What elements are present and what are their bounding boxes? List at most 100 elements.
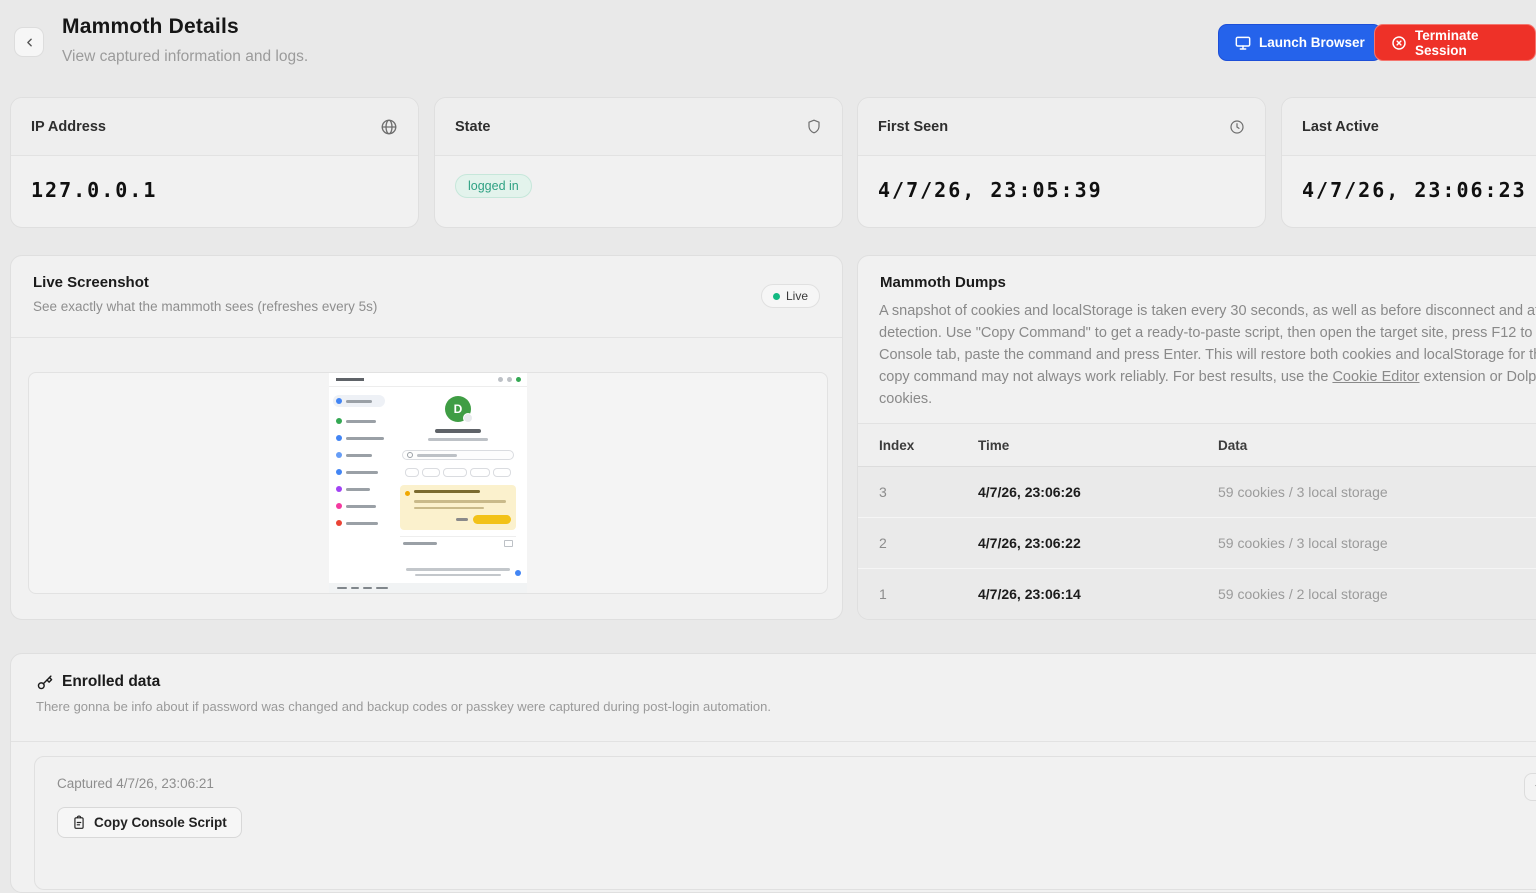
monitor-icon [1235, 35, 1251, 51]
mini-sidebar-item [336, 469, 385, 475]
live-screenshot-subtitle: See exactly what the mammoth sees (refre… [33, 299, 378, 314]
description-text: extension or Dolphin Brow [1423, 369, 1536, 385]
mini-logo [336, 378, 364, 381]
cell-data: 59 cookies / 3 local storage [1218, 484, 1388, 500]
cell-time: 4/7/26, 23:06:22 [978, 535, 1081, 551]
mini-help-icon [515, 570, 521, 576]
globe-icon [380, 118, 398, 136]
state-card-header: State [435, 98, 842, 156]
mini-sidebar-item [336, 503, 385, 509]
divider [11, 337, 842, 338]
divider [11, 741, 1536, 742]
expand-entry-button[interactable] [1524, 773, 1536, 801]
mini-main-content: D [389, 386, 527, 593]
description-line: detection. Use "Copy Command" to get a r… [879, 325, 1536, 341]
mini-sidebar-item [333, 395, 385, 407]
mini-dismiss-button [456, 518, 468, 521]
live-screenshot-title: Live Screenshot [33, 274, 149, 291]
screenshot-viewport: D [28, 372, 828, 594]
ip-address-card: IP Address 127.0.0.1 [10, 97, 419, 228]
mini-search-icon [407, 452, 413, 458]
column-header-index: Index [879, 437, 915, 453]
mammoth-dumps-card: Mammoth Dumps A snapshot of cookies and … [857, 255, 1536, 620]
first-seen-card-header: First Seen [858, 98, 1265, 156]
description-line: cookies. [879, 391, 933, 407]
dumps-table-header: Index Time Data [858, 423, 1536, 467]
cell-index: 3 [879, 484, 887, 500]
cell-time: 4/7/26, 23:06:26 [978, 484, 1081, 500]
mini-sidebar-item [336, 520, 385, 526]
clipboard-icon [72, 815, 86, 830]
mini-warning-icon [405, 491, 410, 496]
mini-sidebar-item [336, 452, 385, 458]
ip-address-label: IP Address [31, 118, 106, 135]
state-label: State [455, 118, 491, 135]
table-row: 1 4/7/26, 23:06:14 59 cookies / 2 local … [858, 569, 1536, 619]
last-active-value: 4/7/26, 23:06:23 [1302, 178, 1527, 202]
ip-card-header: IP Address [11, 98, 418, 156]
mini-footer [393, 568, 523, 579]
first-seen-label: First Seen [878, 118, 949, 135]
mini-topbar-icons [498, 377, 521, 382]
launch-browser-button[interactable]: Launch Browser [1218, 24, 1382, 61]
enrolled-data-card: Enrolled data There gonna be info about … [10, 653, 1536, 893]
last-active-card-header: Last Active [1282, 98, 1536, 156]
terminate-session-button[interactable]: Terminate Session [1374, 24, 1536, 61]
chevron-left-icon [23, 36, 36, 49]
copy-console-script-label: Copy Console Script [94, 815, 227, 830]
description-line: A snapshot of cookies and localStorage i… [879, 303, 1536, 319]
mini-warning-banner [400, 485, 516, 530]
column-header-data: Data [1218, 437, 1248, 453]
captured-screenshot-image: D [329, 373, 527, 593]
copy-console-script-button[interactable]: Copy Console Script [57, 807, 242, 838]
mini-action-button [473, 515, 511, 524]
dumps-table: Index Time Data 3 4/7/26, 23:06:26 59 co… [858, 423, 1536, 619]
live-screenshot-header: Live Screenshot See exactly what the mam… [11, 256, 842, 314]
cell-time: 4/7/26, 23:06:14 [978, 586, 1081, 602]
cell-data: 59 cookies / 2 local storage [1218, 586, 1388, 602]
clock-icon [1229, 119, 1245, 135]
mini-list-row [400, 536, 516, 549]
description-text: copy command may not always work reliabl… [879, 369, 1333, 385]
mini-browser-topbar [329, 373, 527, 387]
mammoth-dumps-header: Mammoth Dumps [858, 256, 1536, 291]
mini-sidebar-item [336, 486, 385, 492]
cookie-editor-link[interactable]: Cookie Editor [1332, 369, 1420, 385]
mini-sidebar-item [336, 435, 385, 441]
terminate-session-label: Terminate Session [1415, 27, 1479, 58]
page-title: Mammoth Details [62, 15, 239, 38]
cell-data: 59 cookies / 3 local storage [1218, 535, 1388, 551]
shield-icon [806, 118, 822, 135]
mini-account-subtitle [428, 438, 488, 441]
cell-index: 2 [879, 535, 887, 551]
page-subtitle: View captured information and logs. [62, 48, 309, 65]
live-status-badge: Live [760, 284, 820, 308]
last-active-card: Last Active 4/7/26, 23:06:23 [1281, 97, 1536, 228]
mini-avatar: D [445, 396, 473, 423]
description-line: Console tab, paste the command and press… [879, 347, 1536, 363]
last-active-label: Last Active [1302, 118, 1379, 135]
live-screenshot-card: Live Screenshot See exactly what the mam… [10, 255, 843, 620]
table-row: 3 4/7/26, 23:06:26 59 cookies / 3 local … [858, 467, 1536, 518]
mammoth-dumps-description: A snapshot of cookies and localStorage i… [879, 300, 1536, 410]
description-line: copy command may not always work reliabl… [879, 366, 1536, 388]
mini-account-name [435, 429, 481, 433]
enrolled-data-subtitle: There gonna be info about if password wa… [36, 699, 771, 714]
live-badge-label: Live [785, 289, 808, 303]
x-circle-icon [1391, 35, 1407, 51]
mini-sidebar-item [336, 418, 385, 424]
mini-footer-links [329, 583, 527, 593]
cell-index: 1 [879, 586, 887, 602]
enrolled-data-title: Enrolled data [62, 673, 161, 690]
state-card: State logged in [434, 97, 843, 228]
mini-search-bar [402, 450, 514, 460]
live-dot-icon [772, 292, 780, 300]
first-seen-value: 4/7/26, 23:05:39 [878, 178, 1103, 202]
launch-browser-label: Launch Browser [1259, 35, 1365, 50]
captured-entry-panel: Captured 4/7/26, 23:06:21 Copy Console S… [34, 756, 1536, 890]
ip-address-value: 127.0.0.1 [31, 178, 158, 202]
key-icon [36, 674, 53, 691]
state-badge: logged in [455, 174, 532, 198]
back-button[interactable] [14, 27, 44, 57]
enrolled-data-header: Enrolled data [11, 654, 1536, 691]
